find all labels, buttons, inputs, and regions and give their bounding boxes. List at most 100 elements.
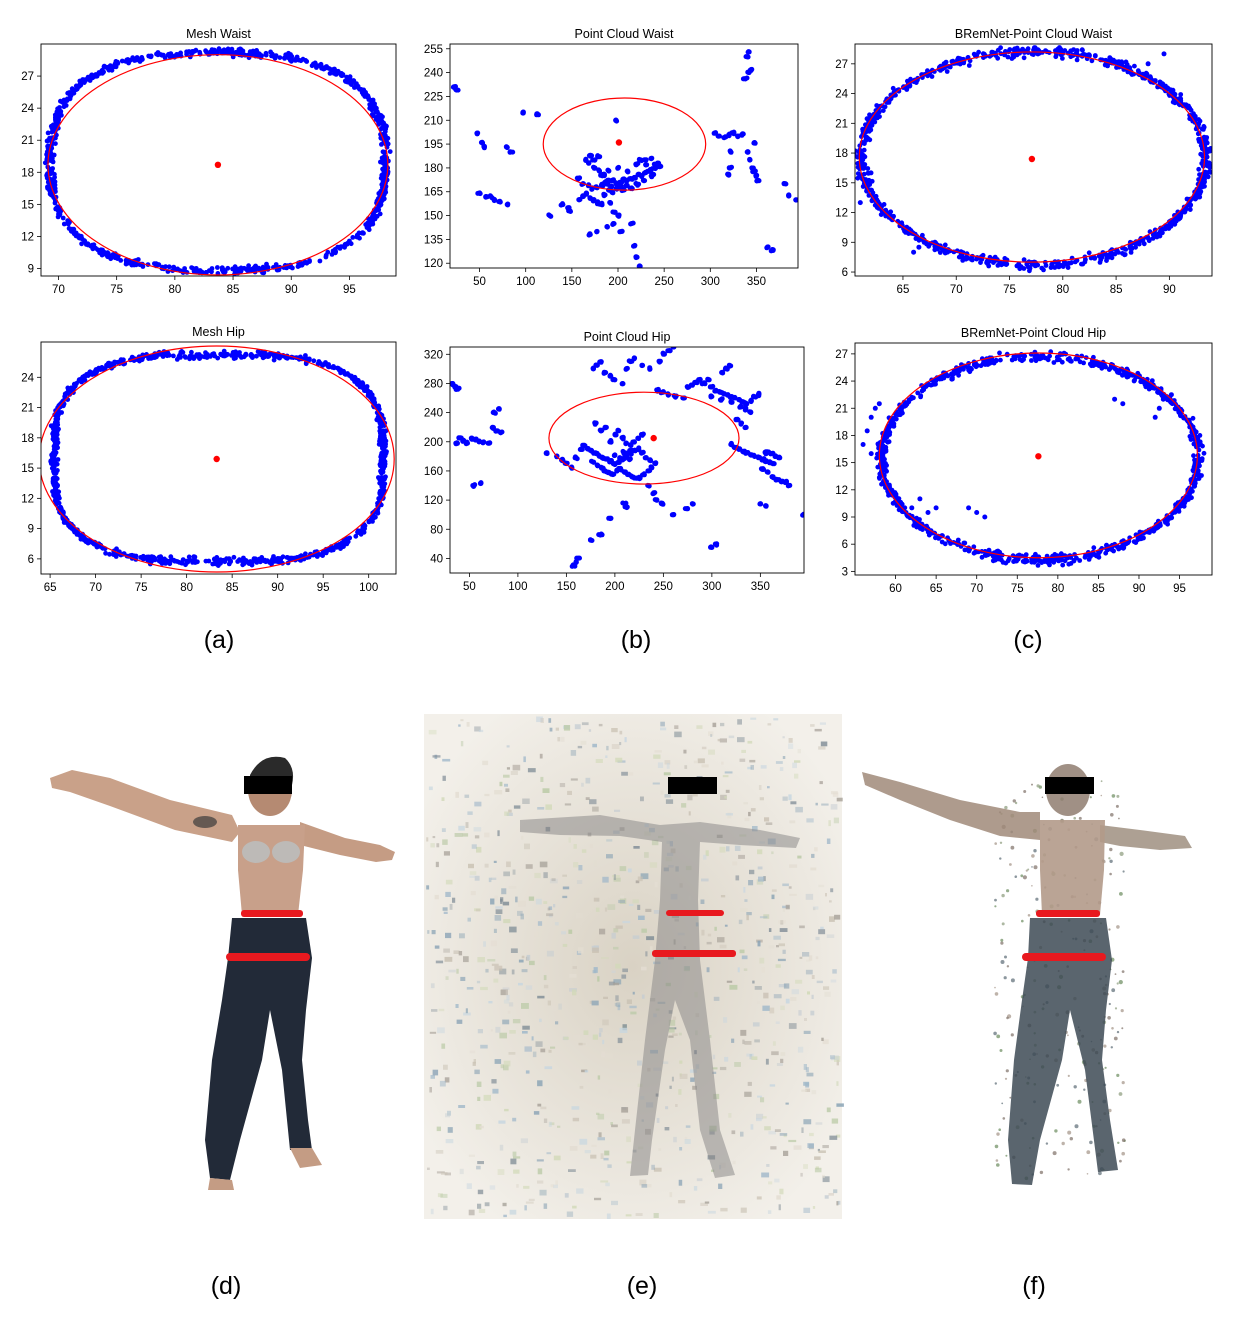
data-point: [599, 455, 605, 461]
data-point: [577, 175, 583, 181]
data-point: [1047, 353, 1052, 359]
data-point: [782, 480, 788, 486]
x-tick-label: 60: [889, 583, 902, 595]
data-point: [583, 191, 589, 197]
data-point: [50, 457, 55, 462]
data-point: [1064, 261, 1069, 266]
data-point: [591, 459, 597, 465]
chart-title: BRemNet-Point Cloud Hip: [961, 326, 1106, 340]
y-tick-label: 15: [835, 178, 848, 190]
data-point: [1188, 107, 1194, 113]
data-point: [855, 171, 861, 177]
data-point: [54, 494, 59, 500]
data-point: [650, 172, 655, 178]
data-point: [776, 455, 782, 461]
data-point: [1080, 47, 1085, 53]
y-tick-label: 280: [424, 378, 443, 390]
y-tick-label: 180: [424, 163, 443, 175]
data-point: [742, 407, 748, 413]
data-point: [1109, 250, 1114, 256]
ellipse-center-point: [213, 455, 220, 463]
y-tick-label: 18: [835, 148, 848, 160]
data-point: [747, 157, 753, 162]
data-point: [673, 394, 678, 400]
data-point: [1150, 232, 1156, 238]
data-point: [632, 243, 638, 249]
data-point: [352, 85, 357, 90]
data-point: [580, 442, 586, 448]
data-point: [148, 53, 154, 59]
x-tick-label: 95: [343, 284, 356, 296]
y-tick-label: 80: [430, 524, 443, 536]
data-point: [611, 221, 617, 227]
data-point: [861, 147, 867, 153]
data-point: [727, 148, 733, 154]
data-point: [214, 51, 220, 57]
data-point: [302, 355, 308, 361]
data-point: [735, 416, 740, 422]
data-point: [632, 355, 638, 361]
data-point: [295, 264, 301, 269]
data-point: [215, 355, 221, 361]
chart-title: Mesh Waist: [186, 27, 251, 41]
data-point: [176, 353, 182, 359]
data-point: [747, 67, 753, 73]
data-point: [1055, 46, 1061, 52]
data-point: [735, 133, 741, 139]
data-point: [652, 497, 658, 503]
data-point: [916, 244, 922, 250]
data-point: [708, 544, 714, 550]
data-point: [1011, 47, 1017, 53]
data-point: [1074, 57, 1080, 63]
data-point: [1170, 87, 1176, 93]
data-point: [587, 448, 593, 453]
data-point: [369, 112, 375, 117]
data-point: [751, 393, 756, 399]
data-point: [731, 445, 737, 451]
data-point: [1050, 261, 1055, 267]
y-tick-label: 27: [835, 349, 848, 361]
data-point: [1065, 265, 1071, 270]
data-point: [55, 445, 60, 451]
data-point: [563, 460, 569, 466]
data-point: [180, 350, 186, 355]
data-point: [106, 65, 112, 71]
data-point: [1088, 255, 1094, 261]
y-tick-label: 240: [424, 68, 443, 80]
data-point: [94, 544, 100, 550]
data-point: [647, 366, 653, 372]
data-point: [745, 149, 751, 155]
data-point: [306, 357, 312, 363]
data-point: [756, 390, 762, 396]
data-point: [377, 490, 383, 496]
fitted-ellipse: [542, 97, 707, 191]
ellipse-center-point: [1028, 155, 1036, 163]
data-point: [53, 489, 59, 495]
data-point: [915, 390, 921, 396]
data-point: [288, 264, 293, 270]
x-tick-label: 75: [110, 284, 123, 296]
data-point: [613, 181, 619, 186]
data-point: [225, 265, 231, 271]
data-point: [589, 153, 595, 159]
data-point: [55, 214, 61, 220]
data-point: [374, 417, 380, 423]
data-point: [254, 353, 259, 359]
data-point: [158, 554, 164, 560]
data-point: [327, 71, 333, 76]
data-point: [333, 68, 338, 74]
data-point: [971, 51, 977, 57]
chart-title: Point Cloud Hip: [584, 330, 671, 344]
data-point: [716, 133, 722, 139]
x-tick-label: 85: [1110, 284, 1123, 296]
data-point: [719, 396, 725, 402]
data-point: [928, 382, 934, 388]
data-point: [1201, 450, 1207, 456]
data-point: [743, 401, 748, 407]
data-point: [650, 491, 656, 497]
data-point: [1027, 265, 1033, 271]
data-point: [250, 48, 256, 54]
data-point: [617, 455, 623, 461]
data-point: [168, 554, 174, 560]
data-point: [171, 353, 176, 359]
